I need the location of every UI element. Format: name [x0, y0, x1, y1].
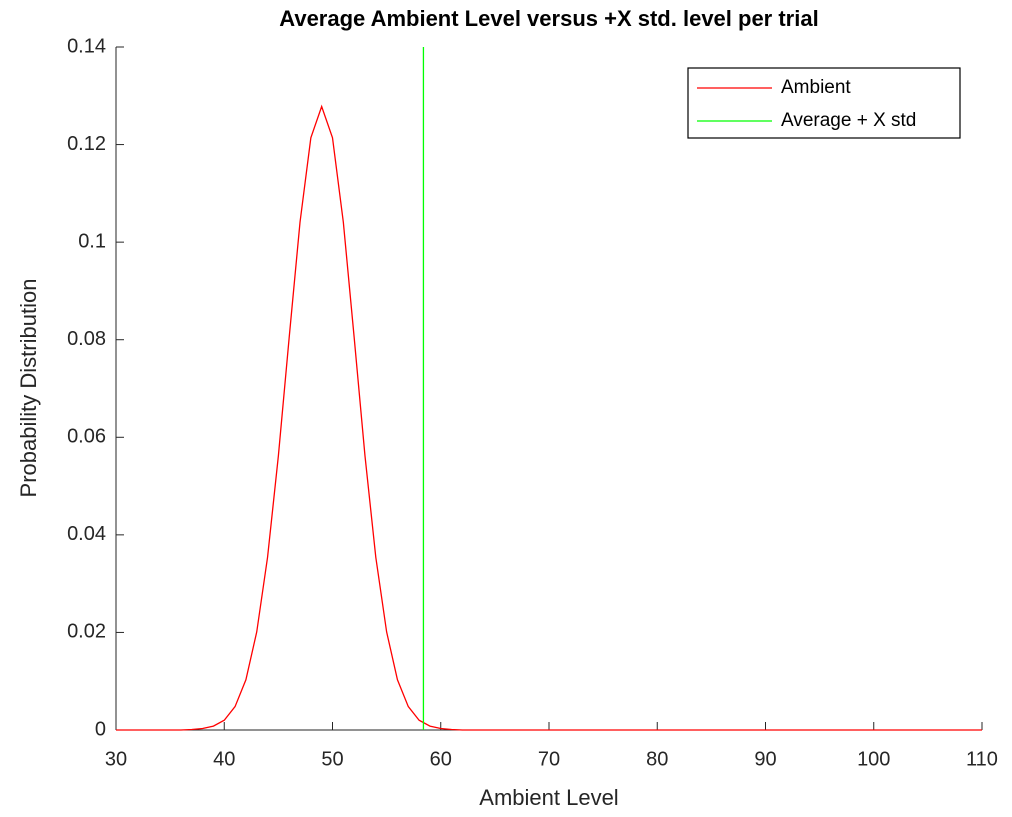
y-tick-label: 0.08: [67, 328, 106, 350]
y-axis-label: Probability Distribution: [16, 279, 41, 498]
x-tick-label: 50: [321, 748, 343, 770]
y-tick-label: 0.1: [78, 230, 106, 252]
x-tick-label: 80: [646, 748, 668, 770]
legend-label: Average + X std: [781, 110, 916, 131]
chart-title: Average Ambient Level versus +X std. lev…: [279, 6, 818, 31]
x-tick-label: 70: [538, 748, 560, 770]
y-tick-label: 0.02: [67, 621, 106, 643]
x-tick-label: 110: [966, 748, 998, 770]
y-tick-label: 0.06: [67, 426, 106, 448]
series-line: [116, 104, 982, 731]
y-tick-label: 0.12: [67, 133, 106, 155]
x-tick-label: 90: [754, 748, 776, 770]
y-tick-label: 0: [95, 718, 106, 740]
x-tick-label: 40: [213, 748, 235, 770]
x-axis-label: Ambient Level: [479, 785, 618, 810]
x-tick-label: 30: [105, 748, 127, 770]
legend-label: Ambient: [781, 77, 851, 98]
x-tick-label: 60: [430, 748, 452, 770]
y-tick-label: 0.04: [67, 523, 106, 545]
y-tick-label: 0.14: [67, 35, 106, 57]
legend-box: [687, 67, 961, 139]
x-tick-label: 100: [857, 748, 890, 770]
